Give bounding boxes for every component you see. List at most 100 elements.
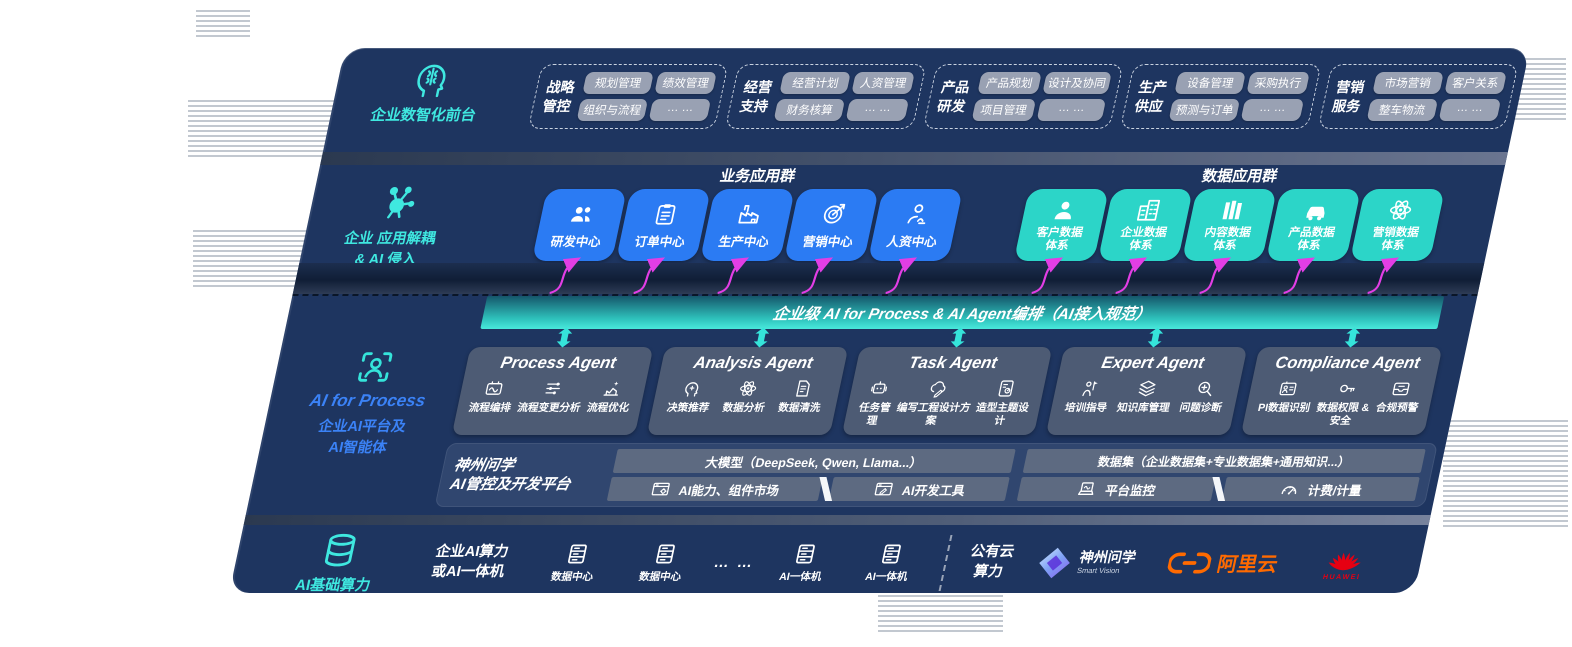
tile-order-center: 订单中心 (615, 189, 712, 261)
infrastructure-layer: AI基础算力 企业AI算力 或AI一体机 数据中心 数据中心 … … AI一体机 (229, 525, 1428, 593)
datacenter-node: 数据中心 (550, 541, 601, 584)
agent-box-process: Process Agent 流程编排 流程变更分析 流程优化 (451, 347, 654, 436)
flow-arrow-icon (1199, 257, 1232, 295)
tile-marketing-center: 营销中心 (783, 189, 880, 261)
dataset-bar: 数据集（企业数据集+专业数据集+通用知识...） (1022, 449, 1426, 474)
agent-box-analysis: Analysis Agent 决策推荐 数据分析 数据清洗 (646, 347, 849, 436)
front-office-pill: … … (1036, 99, 1107, 121)
agent-item-label: 造型主题设计 (974, 402, 1030, 427)
tile-enterprise-data: 企业数据 体系 (1097, 189, 1194, 261)
double-arrow-icon (947, 327, 969, 348)
flow-arrow-icon (1115, 257, 1148, 295)
tile-label: 营销中心 (801, 234, 855, 249)
tile-label: 内容数据 (1203, 226, 1252, 239)
flow-arrow-icon (549, 257, 582, 295)
model-bar: 大模型（DeepSeek, Qwen, Llama...） (612, 449, 1016, 474)
flow-arrow-icon (1283, 257, 1316, 295)
front-office-pill: 人资管理 (851, 72, 915, 94)
team-icon (566, 201, 598, 227)
tile-label: 产品数据 (1287, 226, 1336, 239)
agent-title: Task Agent (907, 354, 999, 372)
capability-bar-label: AI能力、组件市场 (677, 483, 781, 498)
tile-product-data: 产品数据 体系 (1265, 189, 1362, 261)
front-office-label-block: 企业数智化前台 (369, 60, 488, 125)
front-office-pill: 绩效管理 (654, 72, 718, 94)
server-icon (561, 541, 593, 567)
shenzhou-logo: 神州问学 Smart Vision (1034, 546, 1138, 580)
group-title: 战略管控 (541, 79, 577, 114)
agent-item-label: PI数据识别 (1256, 402, 1312, 414)
business-app-group: 业务应用群 研发中心 订单中心 生产中心 (531, 165, 968, 261)
front-office-group-strategy: 战略管控 规划管理 绩效管理 组织与流程 … … (527, 64, 730, 129)
ai-appliance-node: AI一体机 (864, 541, 915, 584)
platform-model-column: 大模型（DeepSeek, Qwen, Llama...） AI能力、组件市场 … (606, 449, 1016, 502)
diamond-logo-icon (1039, 547, 1071, 578)
person-icon (1049, 197, 1081, 223)
data-group-title: 数据应用群 (1200, 168, 1279, 185)
capability-bar: AI能力、组件市场 (606, 477, 823, 502)
document-icon (791, 378, 816, 399)
huawei-logo: HUAWEI (1320, 544, 1370, 581)
vendor-subtitle: Smart Vision (1076, 565, 1121, 575)
molecule-icon (373, 183, 422, 223)
bar-gap (1211, 477, 1225, 502)
stripe-artifact (1443, 420, 1568, 528)
database-icon (316, 531, 365, 571)
agent-title: Compliance Agent (1273, 354, 1422, 372)
tile-hr-center: 人资中心 (867, 189, 964, 261)
front-office-pill: 项目管理 (971, 99, 1036, 121)
front-office-groups: 战略管控 规划管理 绩效管理 组织与流程 … … 经营支持 经营计划 人资管理 … (527, 64, 1519, 129)
flow-arrow-icon (1367, 257, 1400, 295)
atom-icon (1385, 197, 1417, 223)
monitor-bar-label: 平台监控 (1103, 483, 1157, 498)
building-icon (1133, 197, 1165, 223)
front-office-label: 企业数智化前台 (368, 107, 478, 124)
atom-icon (735, 378, 760, 399)
infra-label: AI基础算力 (293, 576, 373, 593)
front-office-pill: 经营计划 (779, 72, 852, 94)
stripe-artifact (188, 100, 338, 160)
flow-arrow-icon (717, 257, 750, 295)
datacenter-node: 数据中心 (638, 541, 689, 584)
ellipsis: … … (712, 554, 757, 572)
huawei-flower-icon (1328, 552, 1361, 571)
agent-item-label: 数据分析 (721, 402, 766, 414)
key-icon (1334, 378, 1359, 399)
dashed-divider (938, 534, 953, 591)
tile-label: 企业数据 (1119, 226, 1168, 239)
data-app-group: 数据应用群 客户数据 体系 企业数据 体系 内容数据 体系 (1013, 165, 1450, 261)
agent-item-label: 任务管理 (857, 402, 892, 427)
tile-production-center: 生产中心 (699, 189, 796, 261)
group-title: 产品研发 (935, 79, 972, 114)
monitor-bar: 平台监控 (1016, 477, 1216, 502)
flow-arrow-icon (1031, 257, 1064, 295)
front-office-pill: 采购执行 (1246, 72, 1310, 94)
alert-tray-icon (1388, 378, 1413, 399)
public-cloud-label: 公有云 算力 (968, 544, 1016, 580)
tile-label: 人资中心 (885, 234, 939, 249)
vendor-name: HUAWEI (1322, 574, 1362, 582)
group-title: 生产供应 (1133, 79, 1169, 114)
agent-connector-row: AI for Process 企业AI平台及 AI智能体 (281, 327, 1470, 456)
layers-icon (1135, 378, 1160, 399)
agent-title: Analysis Agent (692, 354, 815, 372)
app-layer-label-line1: 企业 应用解耦 (342, 231, 438, 247)
business-group-title: 业务应用群 (718, 168, 797, 185)
front-office-pill: 整车物流 (1366, 99, 1438, 121)
tile-label: 订单中心 (633, 234, 687, 249)
server-icon (649, 541, 681, 567)
ai-for-process-label: AI for Process (308, 391, 428, 410)
infra-label-block: AI基础算力 (271, 531, 405, 593)
design-card-icon (994, 378, 1019, 399)
ai-platform-label-line3: AI智能体 (326, 440, 389, 456)
flow-arrow-icon (801, 257, 834, 295)
agent-item-label: 决策推荐 (665, 402, 711, 414)
front-office-group-supply: 生产供应 设备管理 采购执行 预测与订单 … … (1120, 64, 1322, 129)
aliyun-bracket-icon (1167, 552, 1212, 574)
main-architecture-slab: 企业数智化前台 战略管控 规划管理 绩效管理 组织与流程 … … 经营支持 经营… (229, 48, 1530, 593)
tile-customer-data: 客户数据 体系 (1013, 189, 1110, 261)
car-icon (1301, 197, 1333, 223)
agent-item-label: 编写工程设计方案 (895, 402, 972, 427)
devtools-bar-label: AI开发工具 (900, 483, 967, 498)
scan-person-icon (351, 347, 400, 387)
